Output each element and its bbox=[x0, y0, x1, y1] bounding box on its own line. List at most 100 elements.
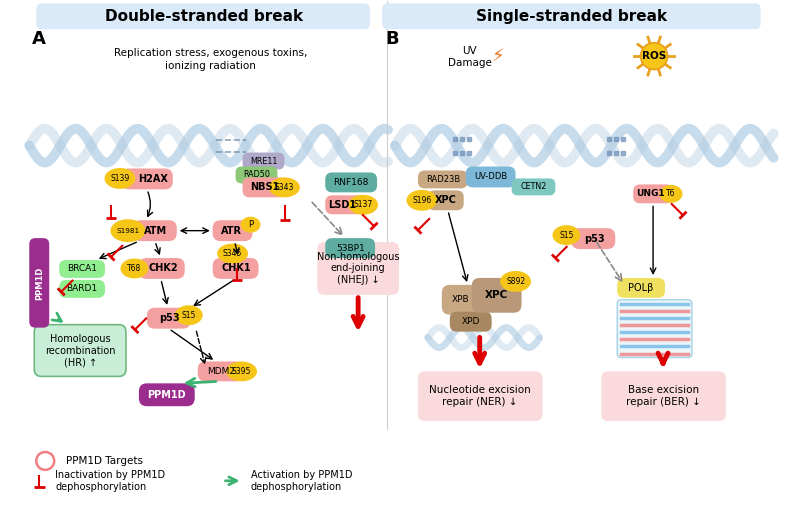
Ellipse shape bbox=[552, 225, 581, 245]
Text: S395: S395 bbox=[231, 367, 251, 376]
Text: A: A bbox=[32, 30, 46, 48]
Text: XPD: XPD bbox=[461, 317, 480, 326]
FancyBboxPatch shape bbox=[601, 371, 726, 421]
Text: Single-stranded break: Single-stranded break bbox=[476, 9, 667, 24]
FancyBboxPatch shape bbox=[418, 170, 468, 189]
Text: ATR: ATR bbox=[221, 226, 242, 235]
FancyBboxPatch shape bbox=[571, 228, 615, 249]
FancyBboxPatch shape bbox=[418, 371, 543, 421]
Ellipse shape bbox=[217, 244, 248, 264]
FancyBboxPatch shape bbox=[147, 308, 190, 329]
Text: LSD1: LSD1 bbox=[328, 200, 356, 210]
FancyBboxPatch shape bbox=[213, 258, 258, 279]
FancyBboxPatch shape bbox=[139, 383, 194, 406]
Text: S137: S137 bbox=[353, 200, 373, 209]
FancyBboxPatch shape bbox=[472, 278, 521, 313]
FancyBboxPatch shape bbox=[243, 178, 287, 197]
Text: ⚡: ⚡ bbox=[491, 48, 504, 66]
Text: T68: T68 bbox=[127, 264, 141, 273]
FancyBboxPatch shape bbox=[617, 278, 665, 298]
Text: H2AX: H2AX bbox=[138, 174, 167, 184]
Text: CHK2: CHK2 bbox=[148, 264, 178, 274]
Text: S1981: S1981 bbox=[116, 228, 140, 233]
Text: RNF168: RNF168 bbox=[333, 178, 369, 187]
Text: Inactivation by PPM1D
dephosphorylation: Inactivation by PPM1D dephosphorylation bbox=[55, 470, 165, 492]
FancyBboxPatch shape bbox=[633, 184, 673, 203]
FancyBboxPatch shape bbox=[198, 362, 243, 381]
Text: RAD50: RAD50 bbox=[243, 170, 270, 179]
Text: XPC: XPC bbox=[435, 195, 457, 205]
Text: PPM1D: PPM1D bbox=[148, 390, 186, 400]
Text: NBS1: NBS1 bbox=[250, 182, 279, 192]
Ellipse shape bbox=[226, 362, 257, 381]
Ellipse shape bbox=[111, 219, 145, 242]
Text: MRE11: MRE11 bbox=[250, 156, 277, 166]
FancyBboxPatch shape bbox=[450, 312, 491, 332]
Text: UV: UV bbox=[462, 46, 477, 56]
Ellipse shape bbox=[407, 190, 438, 211]
FancyBboxPatch shape bbox=[36, 3, 370, 29]
Ellipse shape bbox=[660, 185, 683, 203]
Text: PPM1D Targets: PPM1D Targets bbox=[66, 456, 143, 466]
Text: p53: p53 bbox=[584, 233, 604, 244]
Text: P: P bbox=[248, 220, 253, 229]
Text: Non-homologous
end-joining
(NHEJ) ↓: Non-homologous end-joining (NHEJ) ↓ bbox=[317, 252, 400, 285]
FancyBboxPatch shape bbox=[235, 167, 277, 183]
Text: MDM2: MDM2 bbox=[208, 367, 235, 376]
Text: CHK1: CHK1 bbox=[222, 264, 251, 274]
Text: p53: p53 bbox=[160, 313, 180, 323]
Text: S15: S15 bbox=[559, 231, 574, 240]
Text: XPB: XPB bbox=[452, 295, 469, 304]
FancyBboxPatch shape bbox=[466, 167, 516, 188]
FancyBboxPatch shape bbox=[325, 238, 375, 258]
FancyBboxPatch shape bbox=[59, 260, 105, 278]
Text: Damage: Damage bbox=[448, 58, 491, 68]
FancyBboxPatch shape bbox=[442, 285, 480, 315]
Text: Nucleotide excision
repair (NER) ↓: Nucleotide excision repair (NER) ↓ bbox=[429, 386, 531, 407]
Text: Double-stranded break: Double-stranded break bbox=[104, 9, 303, 24]
FancyBboxPatch shape bbox=[133, 220, 177, 241]
Ellipse shape bbox=[120, 258, 149, 278]
Text: Base excision
repair (BER) ↓: Base excision repair (BER) ↓ bbox=[626, 386, 701, 407]
FancyBboxPatch shape bbox=[121, 168, 173, 189]
FancyBboxPatch shape bbox=[213, 220, 253, 241]
Ellipse shape bbox=[500, 271, 531, 292]
FancyBboxPatch shape bbox=[29, 238, 49, 328]
Text: 53BP1: 53BP1 bbox=[336, 243, 364, 253]
FancyBboxPatch shape bbox=[512, 178, 555, 195]
Text: S892: S892 bbox=[506, 277, 525, 286]
Text: XPC: XPC bbox=[485, 290, 508, 300]
Text: ROS: ROS bbox=[642, 51, 666, 61]
Text: BARD1: BARD1 bbox=[66, 284, 98, 293]
FancyBboxPatch shape bbox=[318, 242, 399, 295]
Text: POLβ: POLβ bbox=[628, 283, 654, 293]
Ellipse shape bbox=[348, 195, 378, 215]
FancyBboxPatch shape bbox=[34, 325, 126, 376]
Ellipse shape bbox=[269, 178, 300, 197]
Text: UNG1: UNG1 bbox=[636, 189, 664, 199]
Circle shape bbox=[641, 43, 668, 69]
Text: Replication stress, exogenous toxins,: Replication stress, exogenous toxins, bbox=[114, 48, 307, 58]
Text: S343: S343 bbox=[275, 183, 294, 192]
Text: S15: S15 bbox=[182, 311, 196, 320]
Text: B: B bbox=[386, 30, 399, 48]
Text: ionizing radiation: ionizing radiation bbox=[165, 61, 256, 71]
Ellipse shape bbox=[104, 168, 135, 189]
FancyBboxPatch shape bbox=[617, 300, 692, 357]
Text: S196: S196 bbox=[412, 196, 431, 205]
Text: Activation by PPM1D
dephosphorylation: Activation by PPM1D dephosphorylation bbox=[250, 470, 352, 492]
FancyBboxPatch shape bbox=[59, 280, 105, 298]
FancyBboxPatch shape bbox=[139, 258, 185, 279]
Text: RAD23B: RAD23B bbox=[426, 175, 460, 184]
Text: UV-DDB: UV-DDB bbox=[474, 172, 507, 181]
FancyBboxPatch shape bbox=[428, 190, 464, 210]
FancyBboxPatch shape bbox=[243, 153, 284, 169]
Ellipse shape bbox=[240, 217, 261, 233]
Text: S139: S139 bbox=[111, 174, 130, 183]
FancyBboxPatch shape bbox=[325, 172, 377, 192]
FancyBboxPatch shape bbox=[382, 3, 761, 29]
Text: PPM1D: PPM1D bbox=[35, 266, 43, 300]
Text: T6: T6 bbox=[666, 189, 675, 199]
Text: S345: S345 bbox=[223, 249, 243, 258]
Ellipse shape bbox=[175, 305, 203, 325]
